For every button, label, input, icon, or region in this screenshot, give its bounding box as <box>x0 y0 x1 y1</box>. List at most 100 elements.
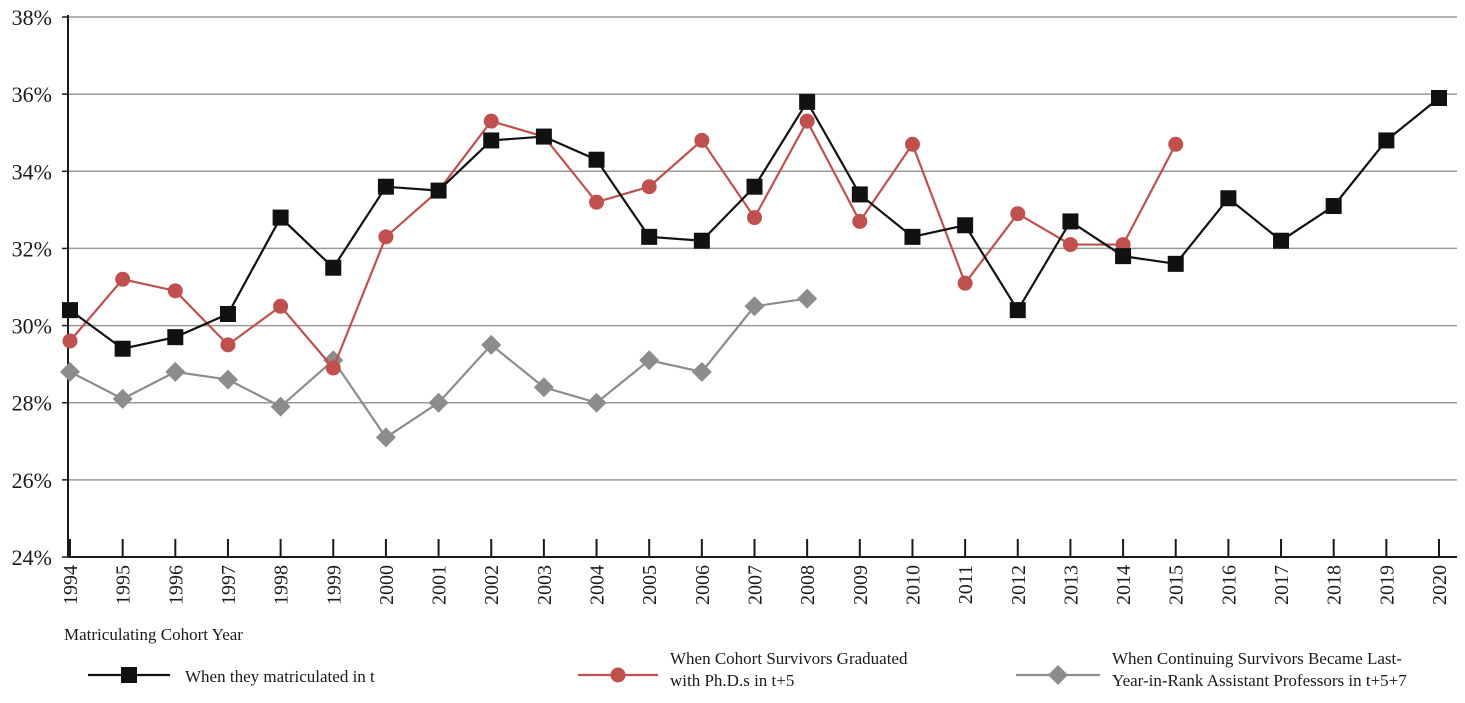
circle-marker <box>1062 237 1078 253</box>
series-diamond <box>60 288 818 448</box>
x-tick-label: 1999 <box>323 565 345 605</box>
circle-marker <box>1010 206 1026 222</box>
square-marker <box>1273 232 1290 249</box>
diamond-marker <box>60 361 80 382</box>
circle-marker <box>589 194 605 210</box>
circle-marker <box>1168 136 1184 152</box>
legend-item: When they matriculated in t <box>88 667 375 686</box>
square-marker <box>1009 302 1026 319</box>
x-tick-label: 1995 <box>113 565 135 605</box>
square-marker <box>167 329 184 346</box>
x-tick-label: 2018 <box>1324 565 1346 605</box>
series-square <box>62 90 1447 357</box>
square-marker <box>1378 132 1395 149</box>
square-marker <box>851 186 868 203</box>
circle-marker <box>641 179 657 195</box>
x-tick-label: 2003 <box>534 565 556 605</box>
y-tick-label: 34% <box>12 159 52 184</box>
square-marker <box>588 151 605 168</box>
x-tick-label: 2009 <box>850 565 872 605</box>
x-tick-label: 2019 <box>1376 565 1398 605</box>
circle-marker <box>62 333 78 349</box>
diamond-marker <box>481 334 502 355</box>
diamond-marker <box>217 369 238 390</box>
y-tick-label: 26% <box>12 468 52 493</box>
x-tick-label: 2008 <box>797 565 819 605</box>
x-tick-label: 2013 <box>1060 565 1082 605</box>
x-tick-label: 2012 <box>1008 565 1030 605</box>
square-marker <box>1167 255 1184 272</box>
circle-marker <box>273 298 289 314</box>
gridlines <box>68 16 1457 481</box>
square-marker <box>114 340 131 357</box>
y-tick-label: 38% <box>12 5 52 30</box>
diamond-marker <box>744 296 765 317</box>
circle-marker <box>694 132 710 148</box>
series-group <box>60 90 1447 448</box>
x-tick-label: 1994 <box>60 565 82 605</box>
square-marker <box>904 228 921 245</box>
y-tick-label: 30% <box>12 314 52 339</box>
y-tick-label: 36% <box>12 82 52 107</box>
circle-marker <box>957 275 973 291</box>
square-marker <box>746 178 763 195</box>
y-tick-label: 24% <box>12 545 52 570</box>
x-tick-label: 2004 <box>587 565 609 605</box>
x-tick-label: 2014 <box>1113 565 1135 605</box>
circle-marker <box>115 271 131 287</box>
legend-label: When Continuing Survivors Became Last- <box>1112 649 1402 668</box>
x-tick-label: 2016 <box>1218 565 1240 605</box>
square-marker <box>1431 90 1447 106</box>
square-marker <box>1220 190 1237 207</box>
circle-marker <box>220 337 236 353</box>
circle-marker <box>378 229 394 245</box>
x-tick-label: 2001 <box>429 565 451 605</box>
x-axis-ticks: 1994 1995 1996 1997 1998 1999 2000 2001 2002 2003… <box>60 565 1451 605</box>
y-tick-label: 32% <box>12 236 52 261</box>
circle-marker <box>325 360 341 376</box>
square-marker <box>693 232 710 249</box>
diamond-marker <box>165 361 186 382</box>
circle-marker <box>904 136 920 152</box>
legend-item: When Cohort Survivors Graduated with Ph.D… <box>578 649 908 690</box>
diamond-marker <box>428 392 449 413</box>
legend-label: When they matriculated in t <box>185 667 375 686</box>
x-tick-label: 2005 <box>639 565 661 605</box>
legend-label: When Cohort Survivors Graduated <box>670 649 908 668</box>
x-tick-label: 1996 <box>165 565 187 605</box>
legend-label: with Ph.D.s in t+5 <box>670 671 794 690</box>
x-axis-label: Matriculating Cohort Year <box>64 625 243 644</box>
series-line <box>69 118 1177 371</box>
x-tick-label: 2020 <box>1429 565 1451 605</box>
square-marker <box>1325 198 1342 214</box>
circle-marker <box>799 113 815 129</box>
diamond-marker <box>639 350 660 371</box>
diamond-marker <box>691 361 712 382</box>
square-marker <box>957 217 974 234</box>
diamond-marker <box>586 392 607 413</box>
x-tick-label: 2015 <box>1166 565 1188 605</box>
x-tick-label: 1997 <box>218 565 240 605</box>
x-tick-label: 2010 <box>902 565 924 605</box>
circle-marker <box>167 283 183 299</box>
x-tick-label: 2007 <box>745 565 767 605</box>
square-marker <box>430 182 447 199</box>
square-marker <box>641 228 658 245</box>
x-tick-label: 2017 <box>1271 565 1293 605</box>
square-marker <box>535 128 552 145</box>
x-tick-label: 2000 <box>376 565 398 605</box>
circle-marker <box>610 667 626 683</box>
x-tick-label: 2002 <box>481 565 503 605</box>
square-marker <box>1115 248 1132 265</box>
y-tick-label: 28% <box>12 391 52 416</box>
diamond-marker <box>797 288 818 309</box>
square-marker <box>325 259 342 276</box>
legend-label: Year-in-Rank Assistant Professors in t+5… <box>1112 671 1407 690</box>
square-marker <box>1062 213 1079 230</box>
diamond-marker <box>112 388 133 409</box>
diamond-marker <box>270 396 291 417</box>
diamond-marker <box>533 377 554 398</box>
circle-marker <box>747 210 762 226</box>
square-marker <box>483 132 500 149</box>
square-marker <box>62 302 78 319</box>
